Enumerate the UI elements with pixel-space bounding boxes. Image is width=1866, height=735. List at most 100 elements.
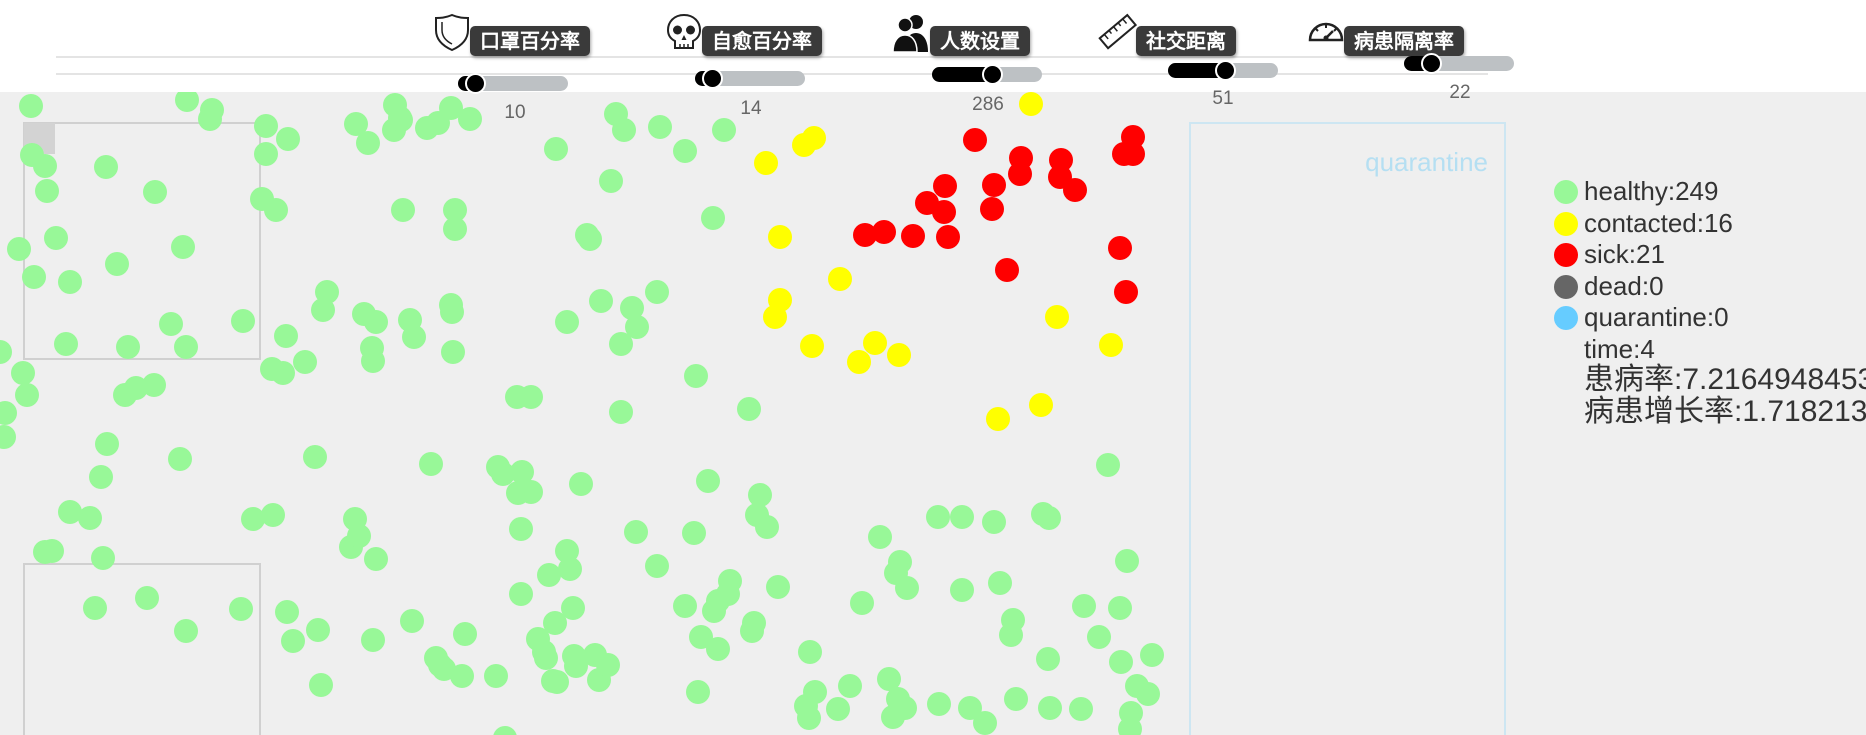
- healthy-particle: [0, 340, 12, 364]
- healthy-particle: [22, 265, 46, 289]
- sick-particle: [1112, 142, 1136, 166]
- healthy-particle: [1136, 682, 1160, 706]
- healthy-particle: [33, 540, 57, 564]
- healthy-particle: [850, 591, 874, 615]
- speedometer-icon: [1308, 22, 1344, 42]
- sick-particle: [1049, 148, 1073, 172]
- skull-icon: [666, 13, 702, 49]
- healthy-particle: [35, 179, 59, 203]
- healthy-particle: [198, 107, 222, 131]
- zone-box-bottom-left: [23, 563, 261, 735]
- healthy-particle: [94, 155, 118, 179]
- population-slider-handle[interactable]: [982, 64, 1003, 85]
- healthy-particle: [555, 539, 579, 563]
- healthy-particle: [159, 312, 183, 336]
- population-slider[interactable]: [932, 64, 1042, 85]
- healthy-particle: [89, 465, 113, 489]
- healthy-particle: [645, 280, 669, 304]
- social-distance-control: 社交距离 51: [1098, 12, 1288, 127]
- contacted-particle: [800, 334, 824, 358]
- recovery-rate-slider[interactable]: [695, 68, 805, 89]
- isolation-rate-control: 病患隔离率 22: [1306, 12, 1516, 127]
- population-control: 人数设置 286: [892, 12, 1082, 127]
- healthy-particle: [1096, 453, 1120, 477]
- legend-item-sick: sick:21: [1554, 239, 1866, 271]
- healthy-particle: [135, 586, 159, 610]
- infection-rate: 患病率:7.21649484536: [1584, 362, 1866, 396]
- healthy-particle: [441, 340, 465, 364]
- healthy-particle: [609, 400, 633, 424]
- healthy-particle: [797, 706, 821, 730]
- healthy-particle: [143, 180, 167, 204]
- healthy-particle: [116, 335, 140, 359]
- healthy-particle: [281, 629, 305, 653]
- healthy-particle: [569, 472, 593, 496]
- healthy-particle: [315, 280, 339, 304]
- legend-healthy-text: healthy:249: [1584, 176, 1719, 206]
- sick-particle: [853, 223, 877, 247]
- healthy-particle: [78, 506, 102, 530]
- healthy-particle: [696, 469, 720, 493]
- healthy-particle: [58, 270, 82, 294]
- healthy-particle: [884, 561, 908, 585]
- social-distance-slider-handle[interactable]: [1215, 60, 1236, 81]
- healthy-particle: [361, 628, 385, 652]
- healthy-particle: [174, 619, 198, 643]
- population-value: 286: [972, 94, 1004, 115]
- healthy-particle: [11, 361, 35, 385]
- contacted-particle: [768, 225, 792, 249]
- contacted-particle: [1099, 333, 1123, 357]
- healthy-particle: [973, 711, 997, 735]
- isolation-rate-slider[interactable]: [1404, 53, 1514, 74]
- population-label: 人数设置: [930, 26, 1030, 56]
- contacted-particle: [1029, 393, 1053, 417]
- healthy-particle: [229, 597, 253, 621]
- quarantine-dot-icon: [1554, 306, 1578, 330]
- healthy-particle: [389, 108, 413, 132]
- healthy-particle: [391, 198, 415, 222]
- healthy-particle: [264, 198, 288, 222]
- social-distance-slider[interactable]: [1168, 60, 1278, 81]
- elapsed-time: time:4: [1584, 333, 1655, 364]
- sick-particle: [982, 173, 1006, 197]
- healthy-particle: [124, 376, 148, 400]
- healthy-particle: [105, 252, 129, 276]
- isolation-rate-slider-handle[interactable]: [1421, 53, 1442, 74]
- recovery-rate-control: 自愈百分率 14: [664, 12, 854, 127]
- healthy-particle: [1108, 596, 1132, 620]
- mask-rate-slider-handle[interactable]: [465, 73, 486, 94]
- contacted-particle: [863, 331, 887, 355]
- dead-dot-icon: [1554, 274, 1578, 299]
- healthy-particle: [689, 625, 713, 649]
- healthy-particle: [83, 596, 107, 620]
- healthy-particle: [589, 289, 613, 313]
- legend-item-contacted: contacted:16: [1554, 208, 1866, 240]
- healthy-particle: [484, 664, 508, 688]
- healthy-particle: [826, 697, 850, 721]
- healthy-particle: [231, 309, 255, 333]
- healthy-particle: [562, 644, 586, 668]
- healthy-particle: [274, 324, 298, 348]
- healthy-particle: [673, 139, 697, 163]
- healthy-particle: [303, 445, 327, 469]
- sick-particle: [936, 225, 960, 249]
- quarantine-zone: [1189, 122, 1506, 735]
- healthy-particle: [988, 571, 1012, 595]
- mask-rate-value: 10: [504, 102, 526, 123]
- contacted-particle: [1019, 92, 1043, 116]
- healthy-particle: [361, 349, 385, 373]
- healthy-particle: [58, 500, 82, 524]
- isolation-rate-value: 22: [1449, 82, 1471, 103]
- recovery-rate-slider-handle[interactable]: [702, 68, 723, 89]
- healthy-particle: [254, 142, 278, 166]
- healthy-particle: [1004, 687, 1028, 711]
- mask-rate-slider[interactable]: [458, 73, 568, 94]
- mask-rate-label: 口罩百分率: [470, 26, 590, 56]
- healthy-particle: [95, 432, 119, 456]
- healthy-particle: [620, 296, 644, 320]
- healthy-particle: [706, 637, 730, 661]
- healthy-particle: [868, 525, 892, 549]
- healthy-particle: [578, 227, 602, 251]
- healthy-particle: [1038, 696, 1062, 720]
- healthy-particle: [1072, 594, 1096, 618]
